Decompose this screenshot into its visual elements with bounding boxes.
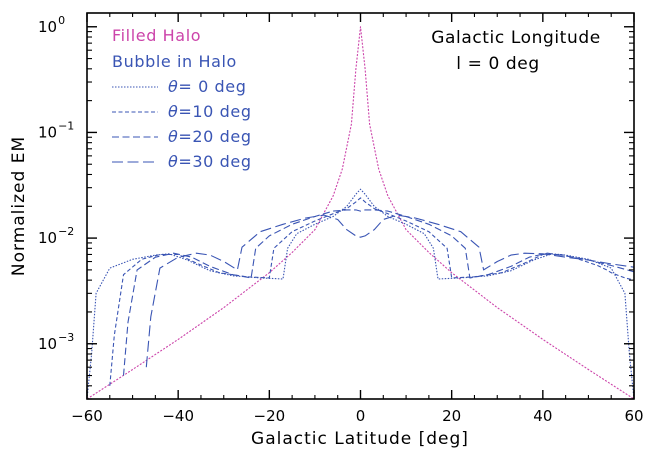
series-line-theta-30 <box>145 214 634 368</box>
legend: θ= 0 deg θ=10 deg θ=20 deg θ=30 deg <box>112 77 252 171</box>
y-tick-label: 100 <box>38 14 65 36</box>
series-line-theta-10 <box>109 197 634 386</box>
tick-layer <box>86 13 635 400</box>
legend-label-20-deg: θ=20 deg <box>168 127 252 146</box>
legend-label-10-deg: θ=10 deg <box>168 102 252 121</box>
tick-label-layer: −60 −40 −20 0 20 40 60 100 10−1 10−2 10−3 <box>38 14 644 425</box>
y-axis-title: Normalized EM <box>9 136 29 276</box>
legend-header-filled-halo: Filled Halo <box>112 26 201 45</box>
legend-label-30-deg: θ=30 deg <box>168 152 252 171</box>
legend-header-bubble-in-halo: Bubble in Halo <box>112 52 237 71</box>
x-axis-title: Galactic Latitude [deg] <box>251 429 469 449</box>
x-tick-label: 20 <box>442 407 461 425</box>
x-tick-label: 60 <box>624 407 643 425</box>
y-tick-label: 10−1 <box>38 119 74 141</box>
y-tick-label: 10−3 <box>38 331 74 353</box>
x-tick-label: −20 <box>254 407 286 425</box>
y-tick-label: 10−2 <box>38 225 74 247</box>
series-layer <box>87 26 634 399</box>
x-tick-label: −60 <box>71 407 103 425</box>
annotation-longitude-title: Galactic Longitude <box>431 28 601 48</box>
x-tick-label: 40 <box>533 407 552 425</box>
series-line-theta-20 <box>122 209 634 376</box>
legend-label-0-deg: θ= 0 deg <box>168 77 247 96</box>
series-line-theta-0 <box>87 188 634 399</box>
x-tick-label: 0 <box>356 407 366 425</box>
x-tick-label: −40 <box>162 407 194 425</box>
series-line-filled-halo <box>87 26 634 399</box>
annotation-longitude-value: l = 0 deg <box>456 54 539 74</box>
